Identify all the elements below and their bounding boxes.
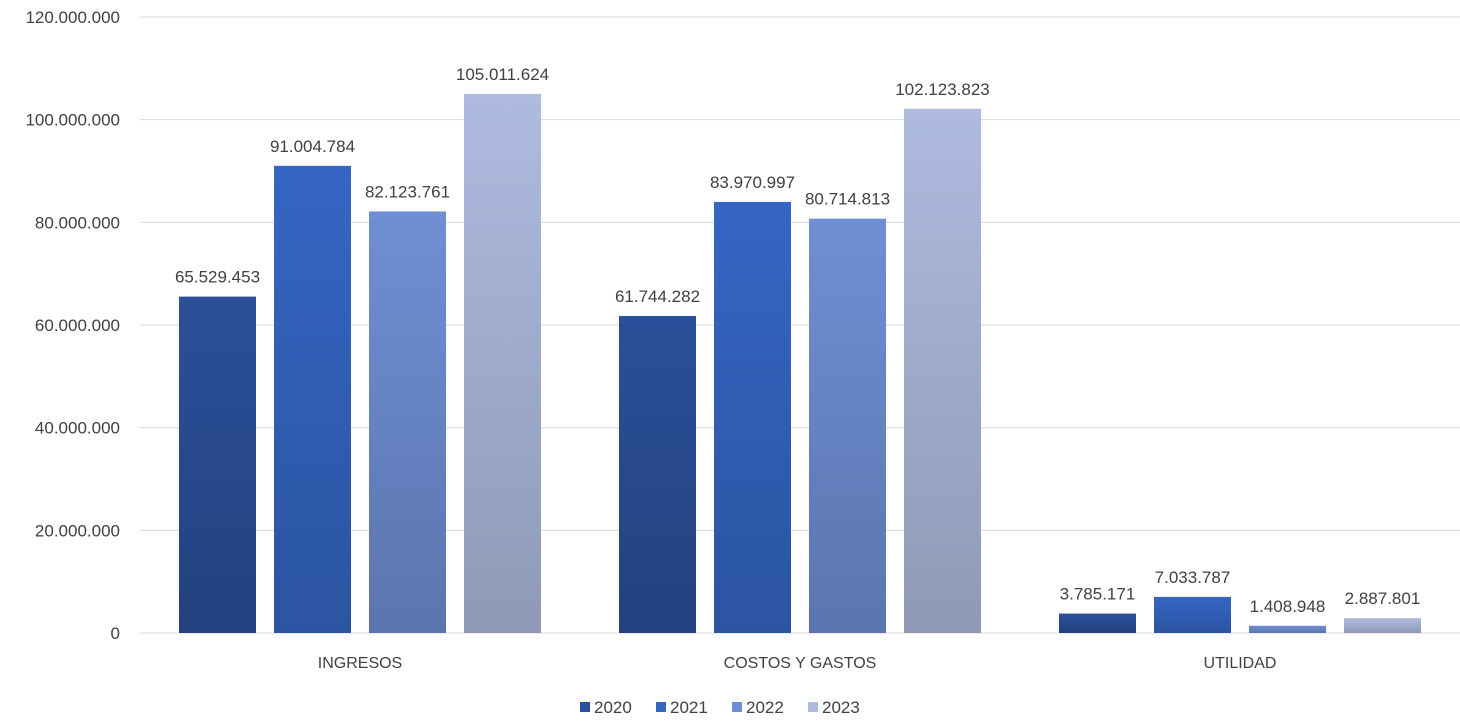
- data-label: 82.123.761: [365, 182, 450, 201]
- bar-2023: [904, 108, 981, 633]
- y-axis-ticks: 0 20.000.000 40.000.000 60.000.000 80.000.00…: [25, 8, 120, 643]
- legend-swatch: [580, 702, 590, 712]
- y-tick-label: 80.000.000: [35, 213, 120, 232]
- x-category-label: COSTOS Y GASTOS: [724, 655, 877, 672]
- data-label: 61.744.282: [615, 287, 700, 306]
- data-label: 3.785.171: [1060, 585, 1136, 604]
- data-label: 102.123.823: [895, 80, 990, 99]
- x-category-label: INGRESOS: [318, 655, 402, 672]
- y-tick-label: 40.000.000: [35, 419, 120, 438]
- bar-2022: [809, 218, 886, 634]
- data-label: 7.033.787: [1155, 568, 1231, 587]
- legend-label: 2021: [670, 698, 708, 717]
- x-category-label: UTILIDAD: [1204, 655, 1277, 672]
- bar-2021: [274, 165, 351, 633]
- bar-2023: [1344, 618, 1421, 633]
- bar-2020: [179, 296, 256, 633]
- bar-2022: [1249, 625, 1326, 633]
- gridlines: [140, 16, 1460, 634]
- legend: 2020 2021 2022 2023: [580, 698, 860, 717]
- y-tick-label: 0: [111, 624, 120, 643]
- legend-swatch: [808, 702, 818, 712]
- data-label: 80.714.813: [805, 190, 890, 209]
- legend-swatch: [732, 702, 742, 712]
- bar-2021: [1154, 596, 1231, 633]
- data-label: 83.970.997: [710, 173, 795, 192]
- bar-2023: [464, 93, 541, 634]
- bar-2021: [714, 201, 791, 633]
- bars: [179, 93, 1421, 634]
- y-tick-label: 60.000.000: [35, 316, 120, 335]
- legend-swatch: [656, 702, 666, 712]
- x-axis-categories: INGRESOS COSTOS Y GASTOS UTILIDAD: [318, 655, 1277, 672]
- legend-label: 2023: [822, 698, 860, 717]
- data-label: 65.529.453: [175, 268, 260, 287]
- legend-label: 2020: [594, 698, 632, 717]
- data-label: 2.887.801: [1345, 589, 1421, 608]
- legend-label: 2022: [746, 698, 784, 717]
- y-tick-label: 20.000.000: [35, 521, 120, 540]
- data-label: 105.011.624: [456, 65, 549, 84]
- y-tick-label: 120.000.000: [25, 8, 120, 27]
- bar-2020: [619, 316, 696, 633]
- data-label: 91.004.784: [270, 137, 355, 156]
- bar-2020: [1059, 613, 1136, 633]
- bar-2022: [369, 211, 446, 633]
- data-labels: 65.529.453 91.004.784 82.123.761 105.011.62…: [175, 65, 1420, 616]
- y-tick-label: 100.000.000: [25, 111, 120, 130]
- data-label: 1.408.948: [1250, 597, 1326, 616]
